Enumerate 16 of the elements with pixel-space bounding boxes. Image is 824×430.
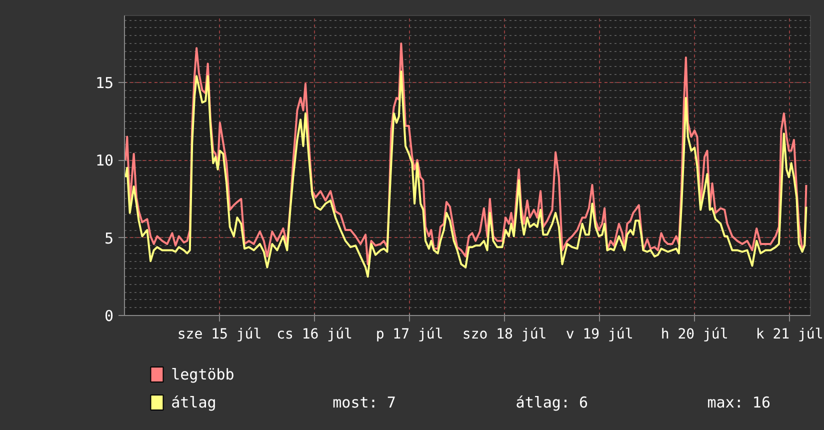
x-tick-label: szo 18 júl — [462, 326, 547, 342]
legend-label: átlag — [171, 394, 216, 412]
x-tick-label: k 21 júl — [756, 326, 824, 342]
text: most: 7 — [332, 394, 396, 412]
x-tick-label: h 20 júl — [660, 326, 728, 342]
text: max: 16 — [707, 394, 770, 412]
x-tick-label: cs 16 júl — [276, 326, 352, 342]
y-tick-label: 10 — [95, 152, 114, 170]
y-tick-label: 5 — [104, 229, 114, 248]
x-tick-label: v 19 júl — [566, 326, 634, 342]
y-tick-label: 15 — [95, 74, 114, 92]
text: átlag: 6 — [516, 394, 588, 412]
x-tick-label: sze 15 júl — [177, 326, 262, 342]
x-tick-label: p 17 júl — [376, 326, 444, 342]
legend-label: legtöbb — [171, 366, 234, 384]
y-tick-label: 0 — [104, 307, 114, 325]
